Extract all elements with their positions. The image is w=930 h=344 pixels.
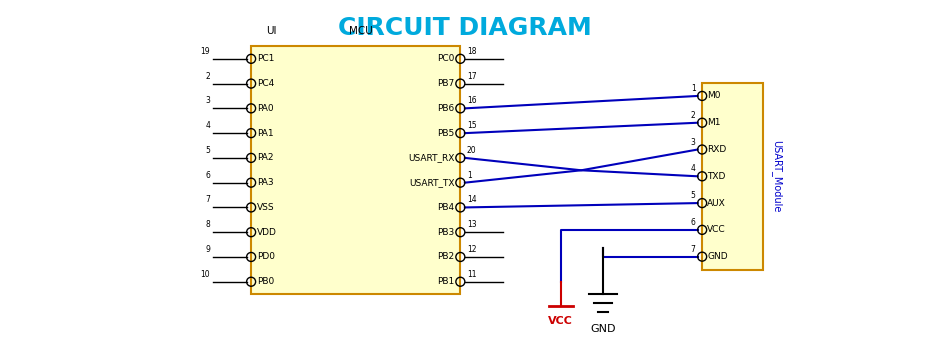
Text: USART_TX: USART_TX <box>409 178 455 187</box>
Text: 16: 16 <box>467 96 476 105</box>
Text: AUX: AUX <box>707 198 726 207</box>
Text: PA1: PA1 <box>257 129 273 138</box>
Text: 1: 1 <box>691 84 696 93</box>
Text: UI: UI <box>266 26 276 36</box>
Text: 13: 13 <box>467 220 476 229</box>
Text: M1: M1 <box>707 118 721 127</box>
Text: MCU: MCU <box>349 26 373 36</box>
Text: 4: 4 <box>206 121 210 130</box>
Text: PB0: PB0 <box>257 277 274 286</box>
Text: USART_RX: USART_RX <box>408 153 455 162</box>
Text: 6: 6 <box>206 171 210 180</box>
Text: 6: 6 <box>691 218 696 227</box>
Text: 2: 2 <box>691 111 696 120</box>
Text: 7: 7 <box>206 195 210 204</box>
Text: 5: 5 <box>691 191 696 200</box>
Text: CIRCUIT DIAGRAM: CIRCUIT DIAGRAM <box>339 16 591 40</box>
Text: PD0: PD0 <box>257 252 275 261</box>
Text: 10: 10 <box>201 270 210 279</box>
Text: 18: 18 <box>467 47 476 56</box>
Text: 15: 15 <box>467 121 476 130</box>
Text: PC1: PC1 <box>257 54 274 63</box>
Text: RXD: RXD <box>707 145 726 154</box>
Text: PB1: PB1 <box>437 277 455 286</box>
Text: 8: 8 <box>206 220 210 229</box>
Text: PC4: PC4 <box>257 79 274 88</box>
Text: TXD: TXD <box>707 172 725 181</box>
Text: 2: 2 <box>206 72 210 80</box>
Text: PC0: PC0 <box>437 54 455 63</box>
Text: 1: 1 <box>467 171 472 180</box>
Text: VCC: VCC <box>707 225 725 234</box>
Text: 4: 4 <box>691 164 696 173</box>
Text: 19: 19 <box>201 47 210 56</box>
Text: 3: 3 <box>691 138 696 147</box>
Text: VCC: VCC <box>549 316 573 326</box>
Text: 20: 20 <box>467 146 476 155</box>
Text: 17: 17 <box>467 72 476 80</box>
Bar <box>251 46 460 294</box>
Text: USART_Module: USART_Module <box>771 140 782 213</box>
Text: 11: 11 <box>467 270 476 279</box>
Text: PB2: PB2 <box>437 252 455 261</box>
Text: VDD: VDD <box>257 228 277 237</box>
Text: GND: GND <box>590 324 616 334</box>
Text: PA2: PA2 <box>257 153 273 162</box>
Bar <box>702 83 763 270</box>
Text: 7: 7 <box>691 245 696 254</box>
Text: PB7: PB7 <box>437 79 455 88</box>
Text: 12: 12 <box>467 245 476 254</box>
Text: PA3: PA3 <box>257 178 273 187</box>
Text: PB6: PB6 <box>437 104 455 113</box>
Text: M0: M0 <box>707 92 721 100</box>
Text: PB3: PB3 <box>437 228 455 237</box>
Text: 3: 3 <box>206 96 210 105</box>
Text: PB5: PB5 <box>437 129 455 138</box>
Text: 9: 9 <box>206 245 210 254</box>
Text: 5: 5 <box>206 146 210 155</box>
Text: PB4: PB4 <box>437 203 455 212</box>
Text: GND: GND <box>707 252 728 261</box>
Text: 14: 14 <box>467 195 476 204</box>
Text: VSS: VSS <box>257 203 274 212</box>
Text: PA0: PA0 <box>257 104 273 113</box>
